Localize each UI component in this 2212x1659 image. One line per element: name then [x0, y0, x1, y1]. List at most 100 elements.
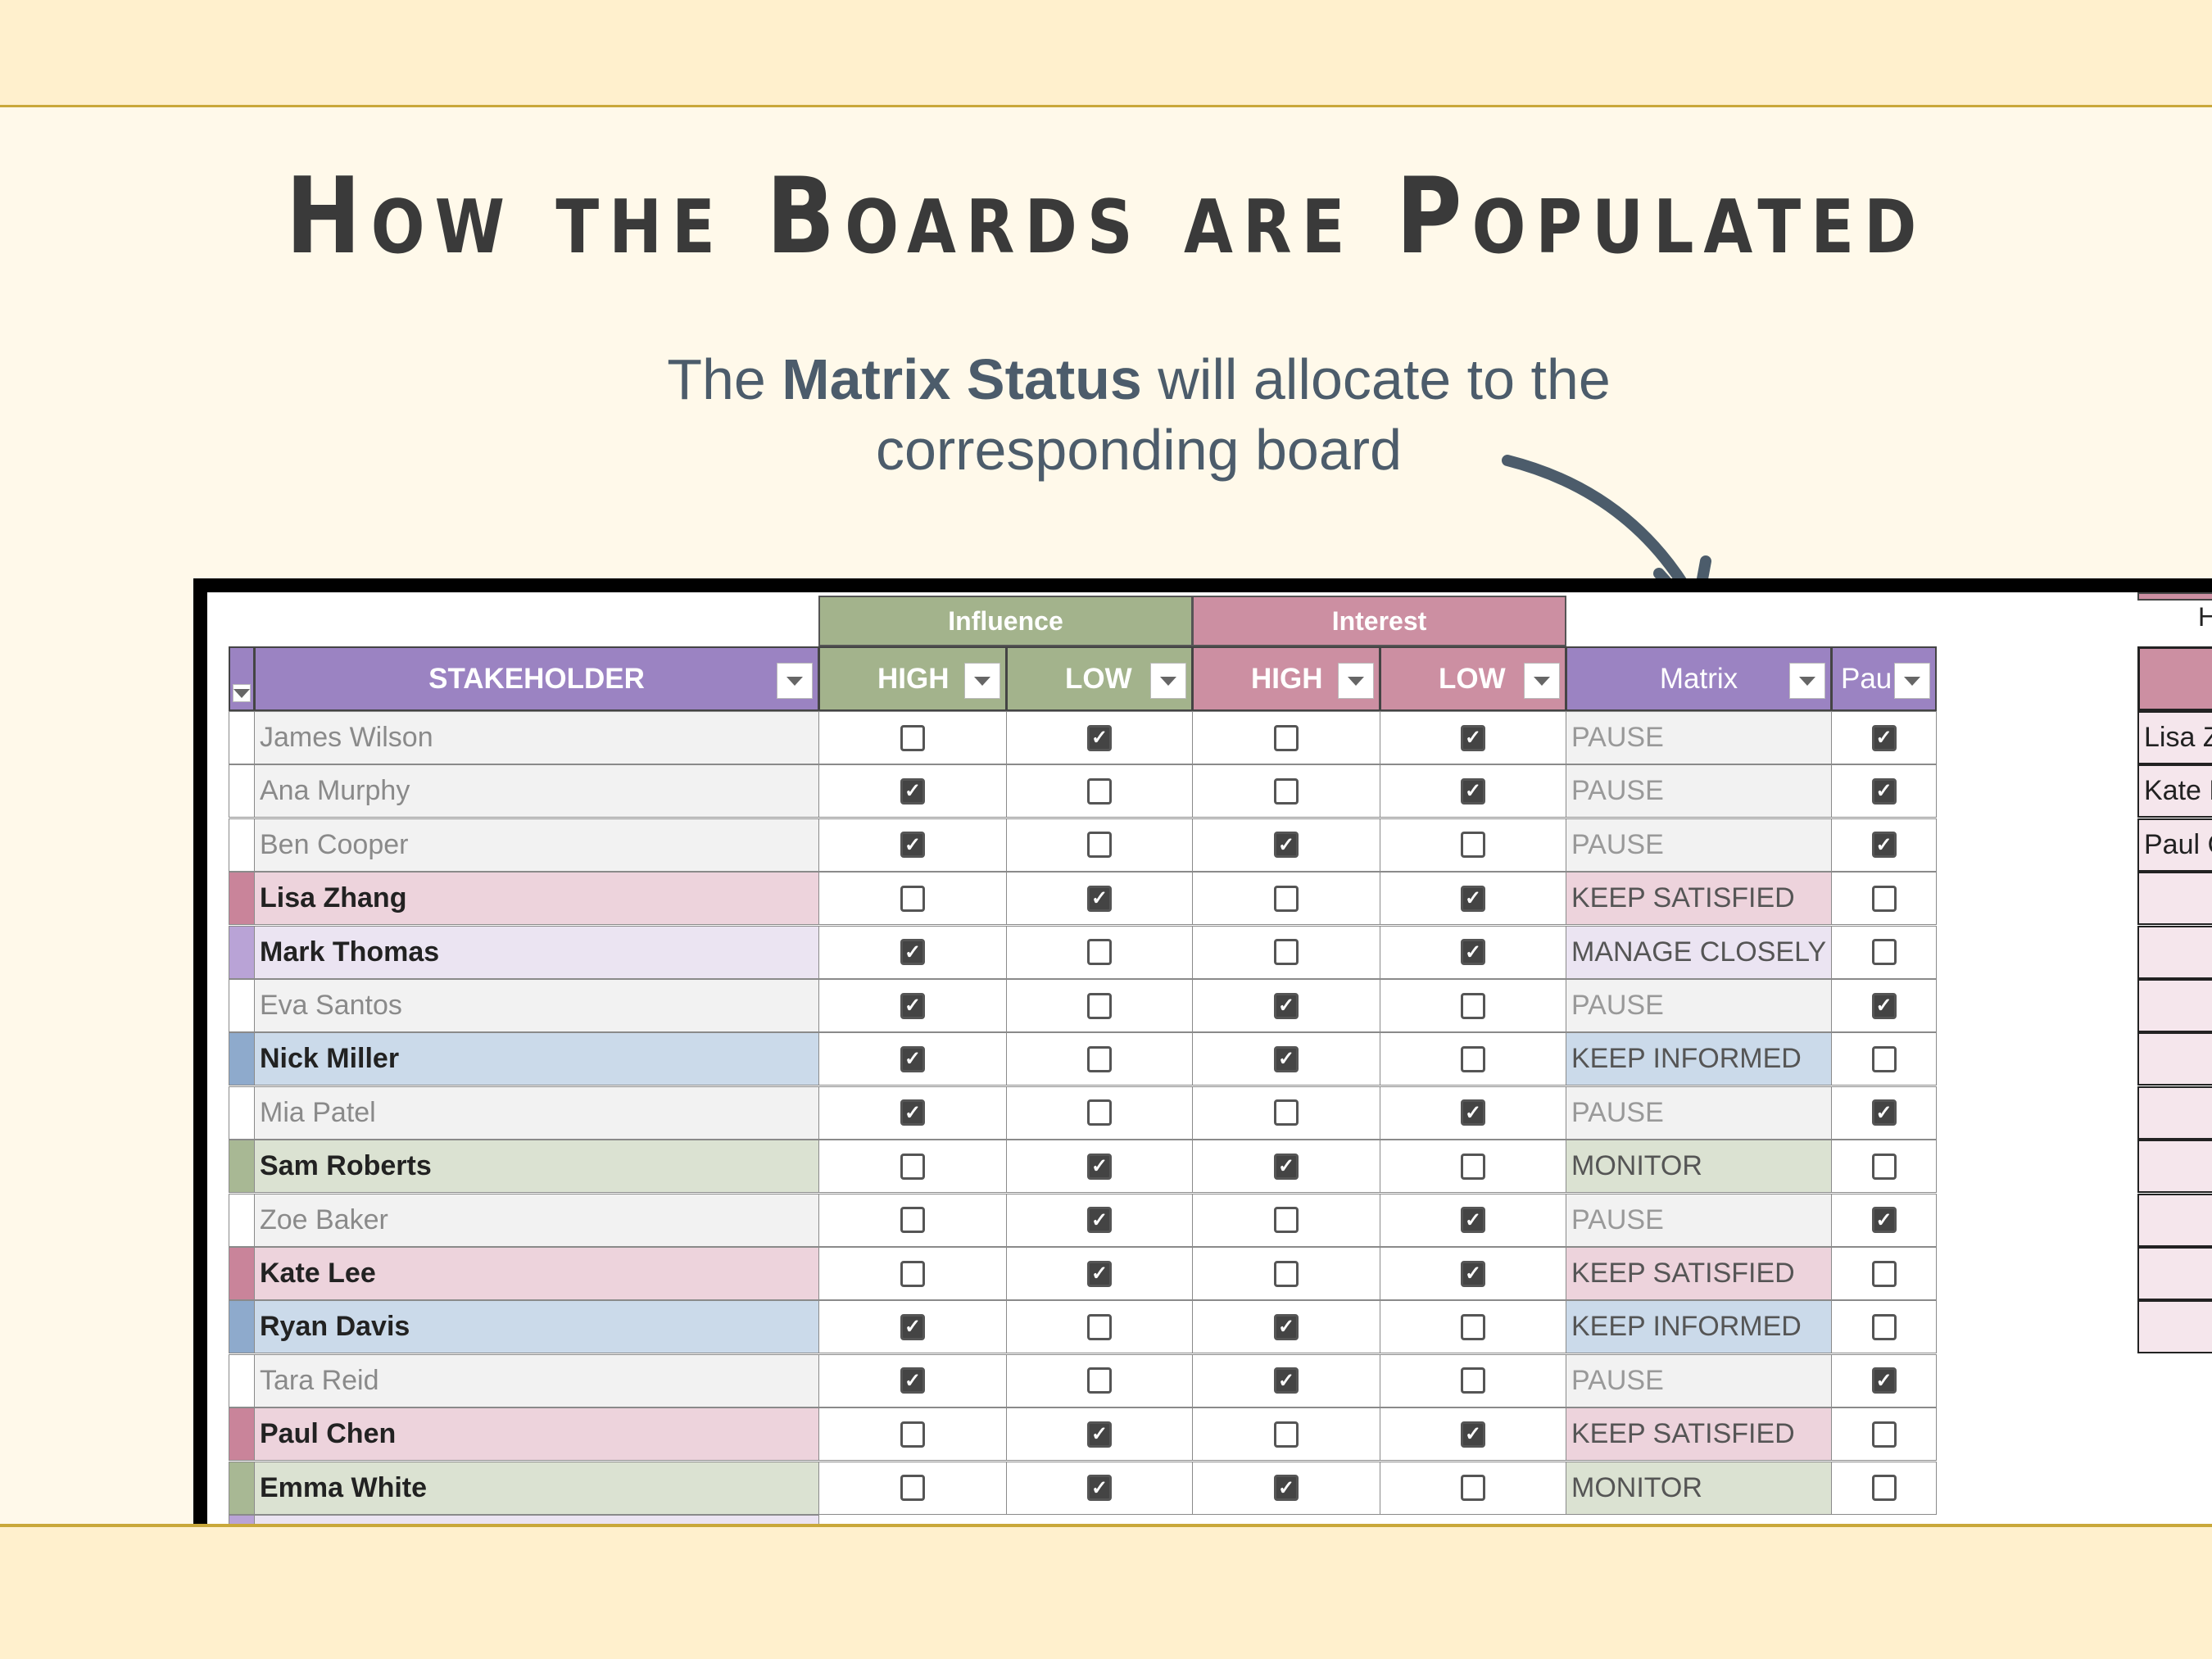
- checkbox-cell: [1006, 1032, 1193, 1086]
- pause-checkbox[interactable]: ✓: [1871, 1099, 1897, 1126]
- pause-checkbox[interactable]: ✓: [1871, 992, 1897, 1019]
- checkbox-nl[interactable]: [1461, 992, 1485, 1019]
- filter-dropdown[interactable]: [1789, 663, 1825, 699]
- checkbox-il[interactable]: ✓: [1087, 1260, 1112, 1287]
- checkbox-ih[interactable]: ✓: [900, 992, 925, 1019]
- checkbox-nh[interactable]: ✓: [1274, 832, 1299, 859]
- checkbox-nh[interactable]: ✓: [1274, 1313, 1299, 1340]
- checkbox-il[interactable]: ✓: [1087, 1207, 1112, 1234]
- filter-dropdown[interactable]: [777, 663, 813, 699]
- filter-dropdown[interactable]: [1338, 663, 1374, 699]
- pause-checkbox[interactable]: [1871, 1153, 1897, 1180]
- checkbox-nl[interactable]: [1461, 1313, 1485, 1340]
- pause-checkbox[interactable]: [1871, 1045, 1897, 1072]
- checkbox-nh[interactable]: ✓: [1274, 1367, 1299, 1394]
- checkbox-ih[interactable]: ✓: [900, 777, 925, 805]
- pause-checkbox[interactable]: [1871, 1260, 1897, 1287]
- checkbox-nh[interactable]: [1274, 777, 1299, 805]
- stakeholder-name[interactable]: Ana Murphy: [254, 764, 819, 818]
- filter-dropdown[interactable]: [1894, 663, 1930, 699]
- stakeholder-name[interactable]: Zoe Baker: [254, 1193, 819, 1247]
- pause-checkbox[interactable]: [1871, 939, 1897, 966]
- checkbox-il[interactable]: [1087, 1367, 1112, 1394]
- checkbox-nl[interactable]: ✓: [1461, 1421, 1485, 1448]
- filter-dropdown[interactable]: [1150, 663, 1186, 699]
- checkbox-ih[interactable]: [900, 1421, 925, 1448]
- checkbox-nl[interactable]: ✓: [1461, 1099, 1485, 1126]
- checkbox-ih[interactable]: [900, 1207, 925, 1234]
- checkbox-nl[interactable]: [1461, 1367, 1485, 1394]
- checkbox-il[interactable]: ✓: [1087, 1475, 1112, 1502]
- stakeholder-name[interactable]: Kate Lee: [254, 1247, 819, 1300]
- checkbox-nl[interactable]: ✓: [1461, 724, 1485, 751]
- checkbox-ih[interactable]: [900, 1153, 925, 1180]
- stakeholder-name[interactable]: Tara Reid: [254, 1353, 819, 1407]
- checkbox-il[interactable]: [1087, 1099, 1112, 1126]
- checkbox-ih[interactable]: [900, 724, 925, 751]
- checkbox-nl[interactable]: [1461, 832, 1485, 859]
- checkbox-nl[interactable]: [1461, 1153, 1485, 1180]
- checkbox-il[interactable]: [1087, 832, 1112, 859]
- checkbox-il[interactable]: [1087, 939, 1112, 966]
- stakeholder-name[interactable]: Mark Thomas: [254, 925, 819, 979]
- pause-checkbox[interactable]: ✓: [1871, 1367, 1897, 1394]
- checkbox-nl[interactable]: ✓: [1461, 1207, 1485, 1234]
- checkbox-nl[interactable]: ✓: [1461, 1260, 1485, 1287]
- checkbox-nl[interactable]: ✓: [1461, 939, 1485, 966]
- checkbox-il[interactable]: ✓: [1087, 1153, 1112, 1180]
- checkbox-nh[interactable]: [1274, 885, 1299, 912]
- pause-checkbox[interactable]: ✓: [1871, 777, 1897, 805]
- checkbox-nh[interactable]: [1274, 724, 1299, 751]
- stakeholder-name[interactable]: Mia Patel: [254, 1086, 819, 1140]
- pause-checkbox[interactable]: [1871, 1313, 1897, 1340]
- checkbox-il[interactable]: ✓: [1087, 885, 1112, 912]
- stakeholder-name[interactable]: Paul Chen: [254, 1407, 819, 1462]
- stakeholder-name[interactable]: Sam Roberts: [254, 1140, 819, 1194]
- checkbox-ih[interactable]: [900, 1475, 925, 1502]
- checkbox-nh[interactable]: ✓: [1274, 1475, 1299, 1502]
- checkbox-nh[interactable]: ✓: [1274, 1153, 1299, 1180]
- checkbox-nh[interactable]: ✓: [1274, 992, 1299, 1019]
- stakeholder-name[interactable]: Ben Cooper: [254, 818, 819, 872]
- stakeholder-name[interactable]: Ryan Davis: [254, 1300, 819, 1354]
- checkbox-nl[interactable]: ✓: [1461, 885, 1485, 912]
- checkbox-ih[interactable]: [900, 1260, 925, 1287]
- stakeholder-name[interactable]: Emma White: [254, 1461, 819, 1515]
- stakeholder-name[interactable]: Lisa Zhang: [254, 872, 819, 926]
- checkbox-il[interactable]: [1087, 992, 1112, 1019]
- checkbox-ih[interactable]: ✓: [900, 1045, 925, 1072]
- filter-dropdown[interactable]: [233, 684, 251, 702]
- checkbox-nh[interactable]: ✓: [1274, 1045, 1299, 1072]
- checkbox-il[interactable]: ✓: [1087, 1421, 1112, 1448]
- checkbox-nh[interactable]: [1274, 1207, 1299, 1234]
- pause-checkbox[interactable]: ✓: [1871, 1207, 1897, 1234]
- checkbox-nh[interactable]: [1274, 1260, 1299, 1287]
- header-label: HIGH: [1251, 662, 1323, 695]
- pause-checkbox[interactable]: ✓: [1871, 832, 1897, 859]
- checkbox-nl[interactable]: ✓: [1461, 777, 1485, 805]
- stakeholder-name[interactable]: Eva Santos: [254, 979, 819, 1032]
- checkbox-nh[interactable]: [1274, 939, 1299, 966]
- checkbox-ih[interactable]: ✓: [900, 939, 925, 966]
- checkbox-ih[interactable]: ✓: [900, 1099, 925, 1126]
- checkbox-nh[interactable]: [1274, 1421, 1299, 1448]
- checkbox-ih[interactable]: ✓: [900, 1313, 925, 1340]
- pause-checkbox[interactable]: [1871, 885, 1897, 912]
- checkbox-nl[interactable]: [1461, 1475, 1485, 1502]
- checkbox-ih[interactable]: ✓: [900, 1367, 925, 1394]
- filter-dropdown[interactable]: [1524, 663, 1560, 699]
- stakeholder-name[interactable]: James Wilson: [254, 711, 819, 764]
- checkbox-ih[interactable]: ✓: [900, 832, 925, 859]
- checkbox-il[interactable]: ✓: [1087, 724, 1112, 751]
- checkbox-il[interactable]: [1087, 1045, 1112, 1072]
- checkbox-il[interactable]: [1087, 777, 1112, 805]
- checkbox-ih[interactable]: [900, 885, 925, 912]
- checkbox-il[interactable]: [1087, 1313, 1112, 1340]
- pause-checkbox[interactable]: [1871, 1421, 1897, 1448]
- checkbox-nh[interactable]: [1274, 1099, 1299, 1126]
- pause-checkbox[interactable]: [1871, 1475, 1897, 1502]
- pause-checkbox[interactable]: ✓: [1871, 724, 1897, 751]
- checkbox-nl[interactable]: [1461, 1045, 1485, 1072]
- filter-dropdown[interactable]: [964, 663, 1000, 699]
- stakeholder-name[interactable]: Nick Miller: [254, 1032, 819, 1086]
